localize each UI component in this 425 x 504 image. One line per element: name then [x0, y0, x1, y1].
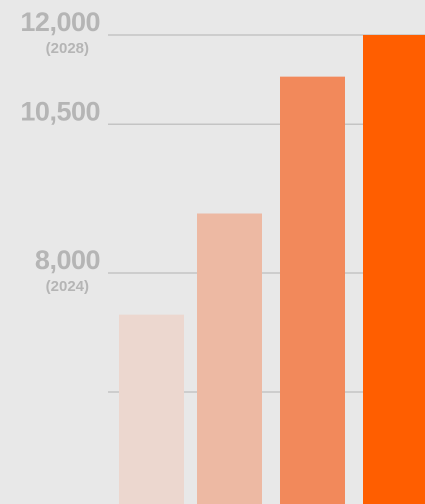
- y-tick-label: 8,000: [35, 245, 100, 275]
- bar-4: [363, 35, 425, 504]
- y-axis-ticks: 12,000 (2028) 10,500 8,000 (2024): [20, 7, 100, 295]
- bar-3: [280, 76, 345, 504]
- bar-2: [197, 213, 262, 504]
- y-tick-label: 10,500: [20, 96, 100, 126]
- y-tick-sublabel: (2024): [46, 278, 89, 295]
- bar-1: [119, 314, 184, 504]
- bars: [119, 35, 425, 504]
- y-tick-sublabel: (2028): [46, 40, 89, 57]
- y-tick-label: 12,000: [20, 7, 100, 37]
